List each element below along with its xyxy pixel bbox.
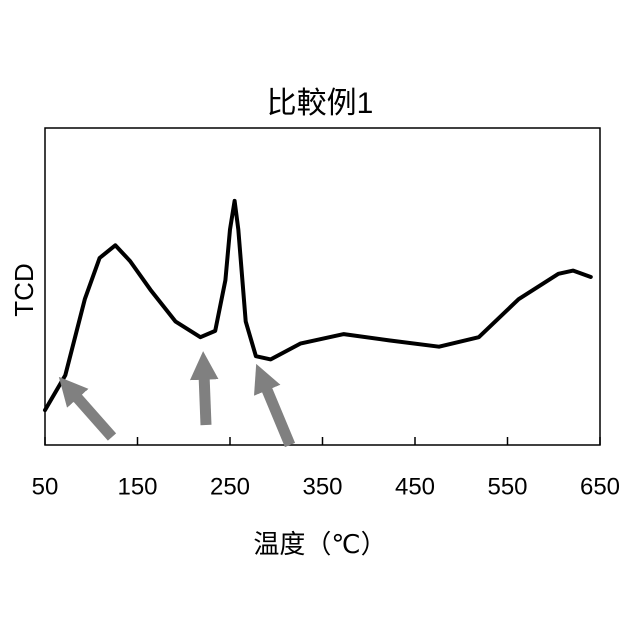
- plot: 50 150 250 350 450 550 650: [32, 201, 620, 500]
- x-tick-label: 350: [302, 473, 342, 500]
- x-tick-label: 650: [580, 473, 620, 500]
- arrow: [204, 374, 206, 425]
- x-tick-label: 550: [487, 473, 527, 500]
- x-tick-label: 150: [117, 473, 157, 500]
- x-tick-label: 50: [32, 473, 59, 500]
- chart-title: 比較例1: [267, 87, 374, 120]
- data-line: [45, 201, 591, 410]
- plot-frame: [45, 128, 600, 445]
- y-axis-label: TCD: [9, 263, 39, 316]
- arrow: [265, 385, 290, 445]
- x-tick-label: 450: [395, 473, 435, 500]
- arrow: [74, 394, 112, 437]
- x-tick-label: 250: [210, 473, 250, 500]
- chart: 比較例1 温度（℃） TCD 50 150 250 350 450 550 650: [0, 0, 640, 640]
- x-axis-label: 温度（℃）: [253, 529, 386, 559]
